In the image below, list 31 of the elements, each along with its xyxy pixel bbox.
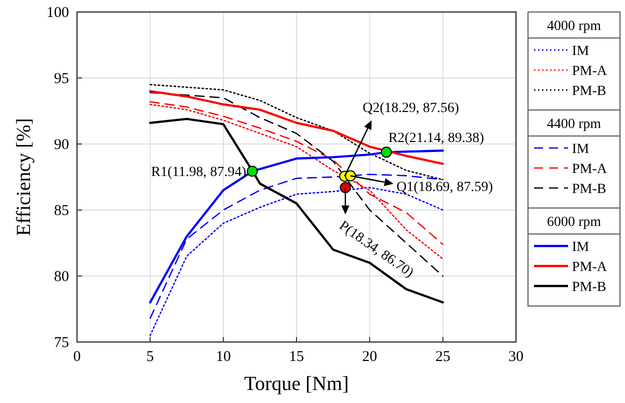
y-tick-label: 75 xyxy=(54,335,69,351)
legend-label: IM xyxy=(572,142,590,157)
legend-label: PM-B xyxy=(572,84,606,99)
x-tick-label: 15 xyxy=(289,349,304,365)
y-tick-label: 85 xyxy=(54,203,69,219)
legend-label: PM-A xyxy=(572,162,608,177)
x-axis-title: Torque [Nm] xyxy=(244,373,349,395)
x-tick-label: 0 xyxy=(73,349,81,365)
annotation: R1(11.98, 87.94) xyxy=(151,165,247,180)
text: 4000 rpm xyxy=(546,19,602,34)
legend-label: PM-A xyxy=(572,64,608,79)
annotation: R2(21.14, 89.38) xyxy=(388,131,484,146)
x-tick-label: 5 xyxy=(146,349,154,365)
text: 4400 rpm xyxy=(546,117,602,132)
x-tick-label: 20 xyxy=(362,349,378,365)
annotation: Q2(18.29, 87.56) xyxy=(362,101,460,116)
legend-label: PM-B xyxy=(572,280,606,295)
legend-label: IM xyxy=(572,44,590,59)
legend-label: PM-A xyxy=(572,260,608,275)
text: 6000 rpm xyxy=(546,215,602,230)
x-tick-label: 25 xyxy=(435,349,450,365)
y-tick-label: 90 xyxy=(54,137,69,153)
y-axis-title: Efficiency [%] xyxy=(13,118,35,236)
y-tick-label: 95 xyxy=(54,71,69,87)
legend-label: PM-B xyxy=(572,182,606,197)
y-tick-label: 100 xyxy=(46,5,69,21)
x-tick-label: 10 xyxy=(216,349,231,365)
legend-label: IM xyxy=(572,240,590,255)
x-tick-label: 30 xyxy=(508,349,524,365)
annotation: Q1(18.69, 87.59) xyxy=(396,180,494,195)
y-tick-label: 80 xyxy=(54,269,69,285)
